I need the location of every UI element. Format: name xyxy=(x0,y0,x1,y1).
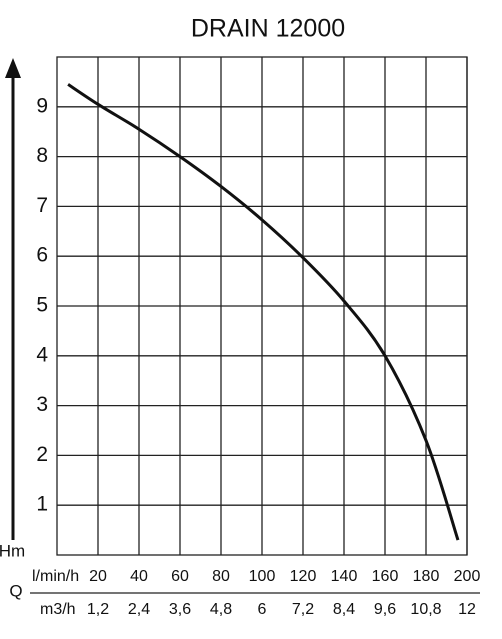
y-tick-label: 4 xyxy=(36,343,48,366)
x-tick-label: 80 xyxy=(212,568,230,585)
y-tick-label: 6 xyxy=(36,244,48,267)
x-tick-label: 40 xyxy=(130,568,148,585)
x-tick-label: 60 xyxy=(171,568,189,585)
x2-axis-label: m3/h xyxy=(40,601,76,618)
y-tick-label: 5 xyxy=(36,294,48,317)
x-axis-label: l/min/h xyxy=(32,568,79,585)
curve xyxy=(67,83,460,541)
x-tick-label: 20 xyxy=(89,568,107,585)
y-tick-label: 1 xyxy=(36,493,48,516)
x-tick-label: 120 xyxy=(290,568,317,585)
x2-tick-label: 9,6 xyxy=(374,601,396,618)
y-tick-label: 9 xyxy=(36,94,48,117)
x-tick-label: 180 xyxy=(413,568,440,585)
y-tick-label: 2 xyxy=(36,443,48,466)
x-axis-symbol: Q xyxy=(9,581,22,600)
x2-tick-label: 12 xyxy=(458,601,476,618)
x2-tick-label: 4,8 xyxy=(210,601,232,618)
y-tick-label: 8 xyxy=(36,144,48,167)
x-tick-label: 160 xyxy=(372,568,399,585)
x-tick-label: 140 xyxy=(331,568,358,585)
x2-tick-label: 6 xyxy=(258,601,267,618)
x2-tick-label: 1,2 xyxy=(87,601,109,618)
x2-tick-label: 10,8 xyxy=(410,601,441,618)
y-tick-label: 7 xyxy=(36,194,48,217)
y-tick-label: 3 xyxy=(36,393,48,416)
arrow-head xyxy=(5,58,21,78)
x-tick-label: 100 xyxy=(249,568,276,585)
x2-tick-label: 2,4 xyxy=(128,601,150,618)
x2-tick-label: 7,2 xyxy=(292,601,314,618)
y-axis-label: Hm xyxy=(0,541,25,560)
x2-tick-label: 8,4 xyxy=(333,601,355,618)
chart-title: DRAIN 12000 xyxy=(191,15,345,43)
x-tick-label: 200 xyxy=(454,568,481,585)
x2-tick-label: 3,6 xyxy=(169,601,191,618)
